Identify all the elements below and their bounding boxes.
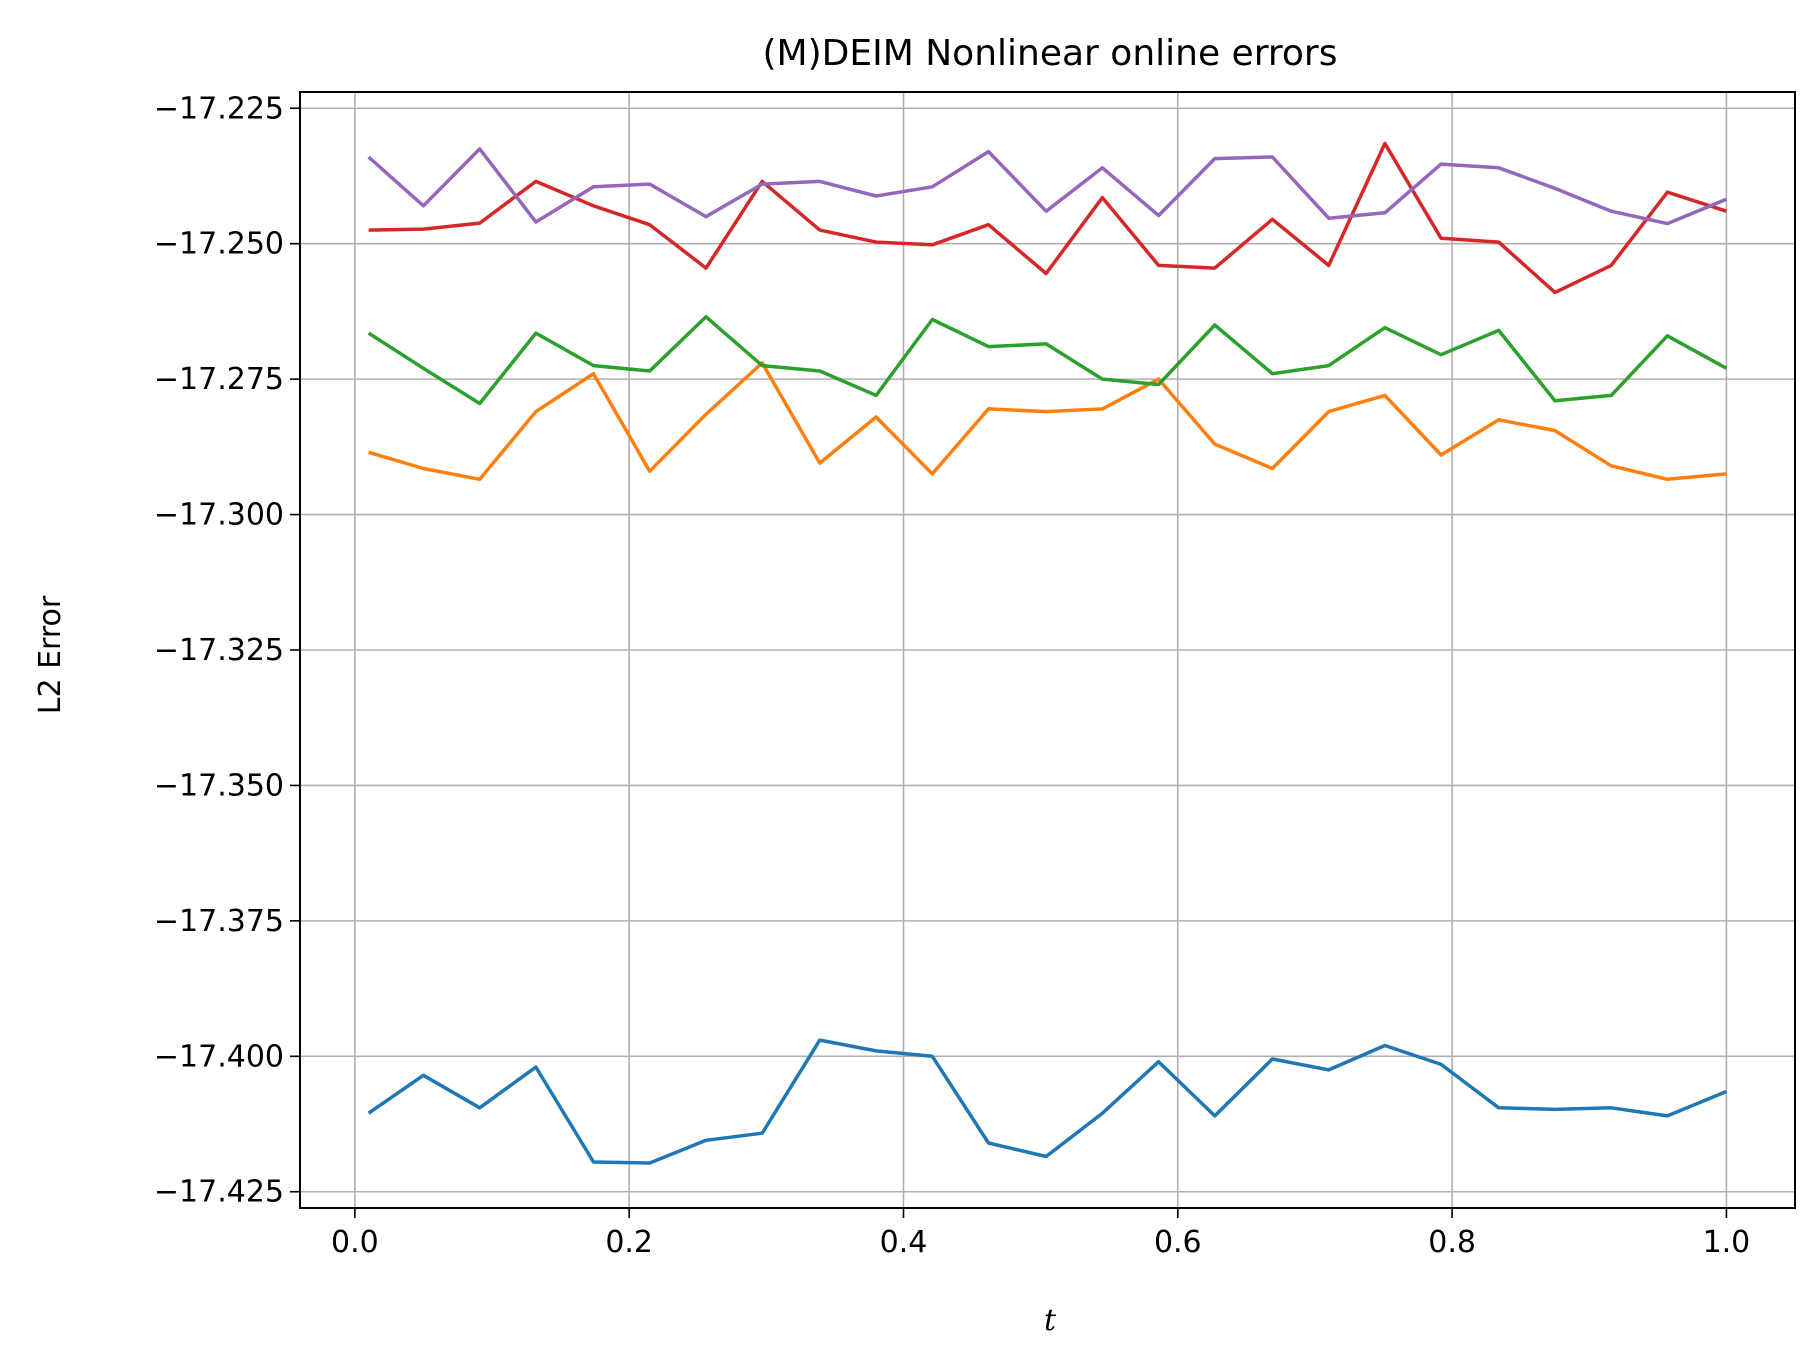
x-tick-label: 0.0 <box>331 1225 379 1260</box>
series-line-1 <box>367 1038 1728 1165</box>
series-line-3 <box>367 315 1728 406</box>
series-line-5 <box>367 147 1728 226</box>
x-tick-label: 0.4 <box>880 1225 928 1260</box>
y-tick-label: −17.375 <box>154 904 284 939</box>
series-line-4 <box>368 141 1727 295</box>
y-tick-label: −17.400 <box>154 1039 284 1074</box>
y-tick-label: −17.225 <box>154 91 284 126</box>
series-line-2 <box>368 361 1727 482</box>
grid <box>300 92 1795 1208</box>
x-tick-label: 0.6 <box>1154 1225 1202 1260</box>
x-axis-label: t <box>1044 1303 1057 1338</box>
y-tick-label: −17.250 <box>154 227 284 262</box>
y-tick-label: −17.275 <box>154 362 284 397</box>
y-tick-label: −17.425 <box>154 1175 284 1210</box>
x-axis: 0.0 0.2 0.4 0.6 0.8 1.0 <box>331 1208 1750 1260</box>
series-layer <box>367 141 1728 1165</box>
y-axis-label: L2 Error <box>33 595 68 714</box>
x-tick-label: 0.8 <box>1428 1225 1476 1260</box>
y-axis: −17.225 −17.250 −17.275 −17.300 −17.325 −17.3… <box>154 91 300 1210</box>
x-tick-label: 1.0 <box>1703 1225 1751 1260</box>
chart-title: (M)DEIM Nonlinear online errors <box>763 33 1338 74</box>
x-tick-label: 0.2 <box>605 1225 653 1260</box>
y-tick-label: −17.350 <box>154 768 284 803</box>
y-tick-label: −17.300 <box>154 498 284 533</box>
y-tick-label: −17.325 <box>154 633 284 668</box>
